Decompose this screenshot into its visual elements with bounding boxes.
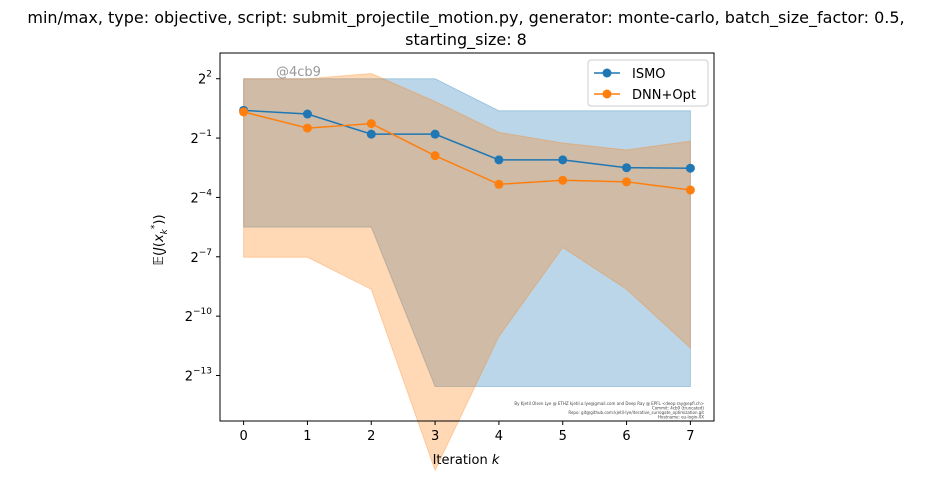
point-dnn-opt-6 — [622, 177, 632, 187]
x-axis-label: Iteration k — [433, 453, 500, 468]
band-ismo — [243, 78, 691, 388]
footnote-line-1: Commit: 4cb9 (truncated) — [652, 406, 704, 411]
axes-frame — [219, 52, 715, 422]
watermark: @4cb9 — [276, 65, 321, 80]
point-ismo-2 — [366, 129, 376, 139]
y-axis-label: 𝔼(J(xk*)) — [150, 214, 170, 265]
point-ismo-6 — [622, 163, 632, 173]
y-tick-label-1: 2−1 — [190, 129, 212, 147]
point-dnn-opt-1 — [302, 123, 312, 133]
x-tick-label-4: 4 — [495, 429, 503, 444]
legend-label-ismo: ISMO — [632, 67, 666, 82]
footnote-line-3: Hostname: eu-login-XX — [658, 415, 704, 420]
x-tick-label-5: 5 — [559, 429, 567, 444]
x-tick-label-7: 7 — [686, 429, 694, 444]
footnote-line-0: By Kjetil Olsen Lye @ ETHZ kjetil.o.lye@… — [514, 401, 704, 406]
point-ismo-3 — [430, 129, 440, 139]
y-tick-label-4: 2−10 — [185, 307, 213, 325]
chart-title-line1: min/max, type: objective, script: submit… — [27, 8, 904, 28]
point-dnn-opt-4 — [494, 179, 504, 189]
chart-title-line2: starting_size: 8 — [405, 30, 527, 50]
y-tick-label-5: 2−13 — [185, 366, 212, 384]
legend-marker-dnn-opt — [602, 89, 612, 99]
legend: ISMO DNN+Opt — [587, 59, 709, 107]
series-line-ismo — [243, 109, 691, 169]
legend-marker-ismo — [602, 68, 612, 78]
y-ticks: 22 2−1 2−4 2−7 2−10 2−13 — [185, 70, 220, 384]
x-tick-label-2: 2 — [367, 429, 375, 444]
y-tick-label-0: 22 — [198, 70, 212, 88]
point-ismo-7 — [685, 163, 695, 173]
y-tick-label-2: 2−4 — [190, 188, 212, 206]
footnote-line-2: Repo: git@github.com:kjetil-lye/iterativ… — [568, 410, 704, 415]
point-ismo-4 — [494, 155, 504, 165]
point-dnn-opt-5 — [558, 175, 568, 185]
point-dnn-opt-2 — [366, 119, 376, 129]
point-dnn-opt-0 — [239, 107, 249, 117]
x-tick-label-1: 1 — [303, 429, 311, 444]
series-line-dnn-opt — [243, 111, 691, 191]
x-tick-label-6: 6 — [622, 429, 630, 444]
y-tick-label-3: 2−7 — [190, 248, 212, 266]
footnote: By Kjetil Olsen Lye @ ETHZ kjetil.o.lye@… — [514, 401, 704, 420]
x-tick-label-0: 0 — [239, 429, 247, 444]
band-dnn-opt — [243, 73, 691, 472]
series-lines — [239, 105, 695, 195]
legend-label-dnn-opt: DNN+Opt — [632, 88, 696, 103]
point-dnn-opt-7 — [685, 185, 695, 195]
confidence-bands — [243, 73, 691, 472]
point-dnn-opt-3 — [430, 151, 440, 161]
x-ticks: 0 1 2 3 4 5 6 7 — [239, 421, 695, 444]
point-ismo-1 — [302, 109, 312, 119]
x-tick-label-3: 3 — [431, 429, 439, 444]
point-ismo-5 — [558, 155, 568, 165]
